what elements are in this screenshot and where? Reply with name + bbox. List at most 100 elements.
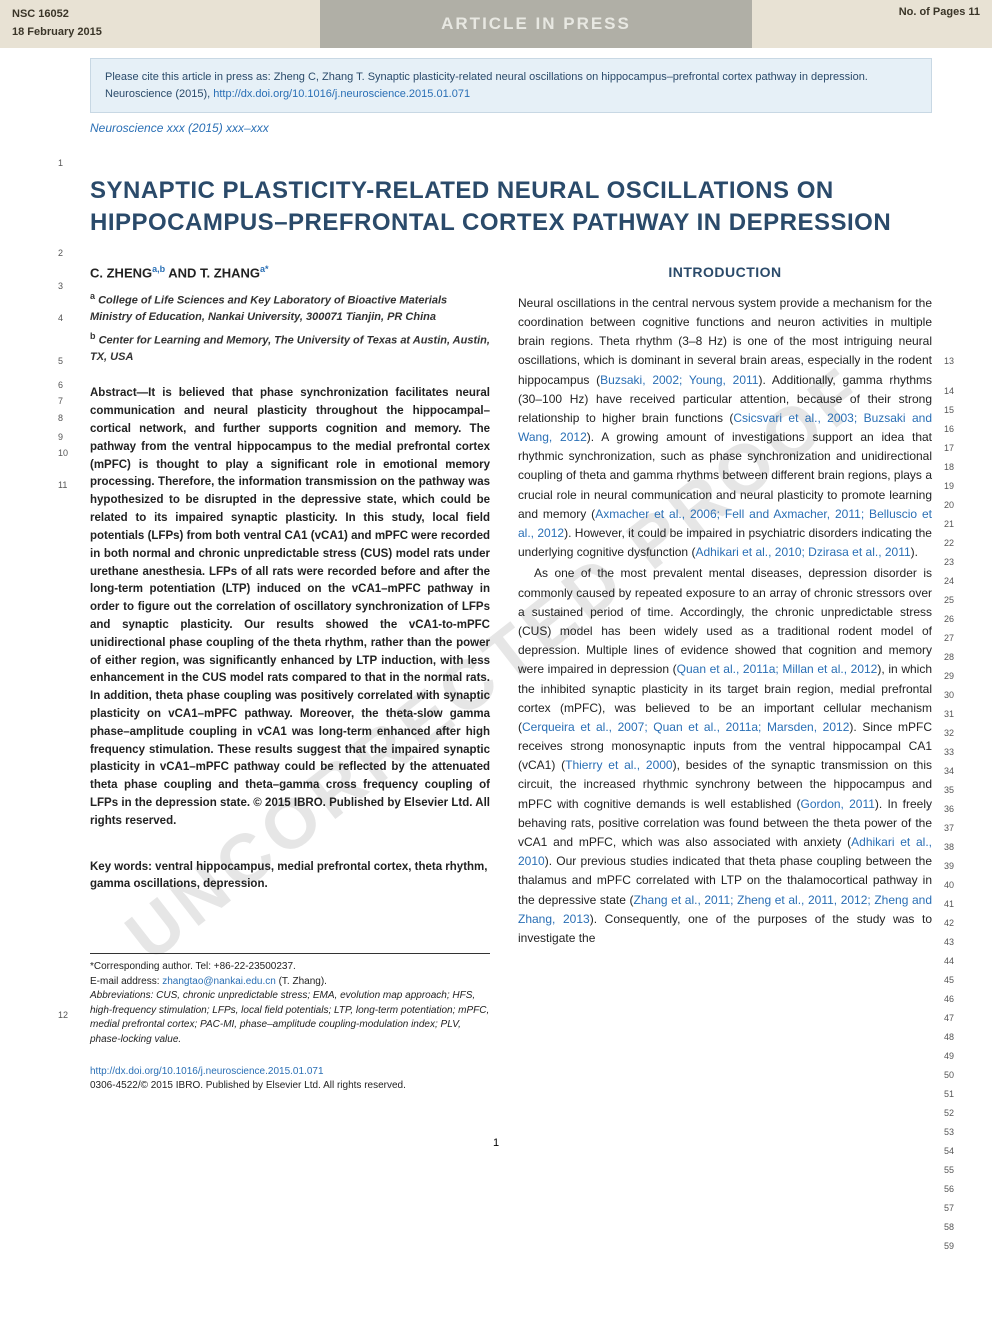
journal-reference: Neuroscience xxx (2015) xxx–xxx xyxy=(90,121,992,135)
article-title: SYNAPTIC PLASTICITY-RELATED NEURAL OSCIL… xyxy=(90,175,932,240)
affiliation-a: a College of Life Sciences and Key Labor… xyxy=(90,290,490,326)
line-number: 49 xyxy=(944,1051,954,1061)
ref-link[interactable]: Adhikari et al., 2010; Dzirasa et al., 2… xyxy=(695,545,910,559)
line-number: 56 xyxy=(944,1184,954,1194)
line-number: 33 xyxy=(944,747,954,757)
line-number: 16 xyxy=(944,424,954,434)
line-number: 20 xyxy=(944,500,954,510)
line-number: 45 xyxy=(944,975,954,985)
issn-line: 0306-4522/© 2015 IBRO. Published by Else… xyxy=(90,1080,406,1091)
line-number: 17 xyxy=(944,443,954,453)
header-bar: NSC 16052 18 February 2015 ARTICLE IN PR… xyxy=(0,0,992,48)
line-number: 27 xyxy=(944,633,954,643)
line-number: 11 xyxy=(58,480,67,490)
line-number: 54 xyxy=(944,1146,954,1156)
ref-link[interactable]: Quan et al., 2011a; Millan et al., 2012 xyxy=(677,662,878,676)
line-number: 22 xyxy=(944,538,954,548)
line-number: 40 xyxy=(944,880,954,890)
line-number: 32 xyxy=(944,728,954,738)
content-area: UNCORRECTED PROOF SYNAPTIC PLASTICITY-RE… xyxy=(0,135,992,1113)
line-number: 35 xyxy=(944,785,954,795)
line-number: 8 xyxy=(58,413,63,423)
line-number: 52 xyxy=(944,1108,954,1118)
author-and: AND T. ZHANG xyxy=(165,265,260,280)
header-right: No. of Pages 11 xyxy=(752,0,992,48)
line-number: 24 xyxy=(944,576,954,586)
author-line: C. ZHENGa,b AND T. ZHANGa* xyxy=(90,264,490,280)
line-number: 58 xyxy=(944,1222,954,1232)
ref-link[interactable]: Buzsaki, 2002; Young, 2011 xyxy=(600,373,758,387)
line-number: 5 xyxy=(58,356,63,366)
email-line: E-mail address: zhangtao@nankai.edu.cn (… xyxy=(90,975,490,990)
intro-paragraph-2: As one of the most prevalent mental dise… xyxy=(518,564,932,948)
line-number: 38 xyxy=(944,842,954,852)
left-column: C. ZHENGa,b AND T. ZHANGa* a College of … xyxy=(90,264,490,1093)
nsc-id: NSC 16052 xyxy=(12,6,308,24)
line-number: 29 xyxy=(944,671,954,681)
line-number: 46 xyxy=(944,994,954,1004)
footnotes: *Corresponding author. Tel: +86-22-23500… xyxy=(90,953,490,1047)
line-number: 50 xyxy=(944,1070,954,1080)
line-number: 30 xyxy=(944,690,954,700)
line-number: 4 xyxy=(58,313,63,323)
citation-box: Please cite this article in press as: Zh… xyxy=(90,58,932,113)
line-number: 55 xyxy=(944,1165,954,1175)
line-number: 6 xyxy=(58,380,63,390)
affiliation-b: b Center for Learning and Memory, The Un… xyxy=(90,330,490,366)
line-number: 34 xyxy=(944,766,954,776)
line-number: 51 xyxy=(944,1089,954,1099)
line-number: 25 xyxy=(944,595,954,605)
citation-doi-link[interactable]: http://dx.doi.org/10.1016/j.neuroscience… xyxy=(213,88,470,100)
page-number: 1 xyxy=(0,1137,992,1169)
ref-link[interactable]: Thierry et al., 2000 xyxy=(565,758,672,772)
line-number: 15 xyxy=(944,405,954,415)
line-number: 14 xyxy=(944,386,954,396)
line-number: 2 xyxy=(58,248,63,258)
line-number: 42 xyxy=(944,918,954,928)
line-number: 57 xyxy=(944,1203,954,1213)
right-column: INTRODUCTION Neural oscillations in the … xyxy=(518,264,932,1093)
author-2-sup: a* xyxy=(260,264,269,274)
line-number: 53 xyxy=(944,1127,954,1137)
line-number: 1 xyxy=(58,158,63,168)
line-number: 31 xyxy=(944,709,954,719)
doi-link[interactable]: http://dx.doi.org/10.1016/j.neuroscience… xyxy=(90,1066,324,1077)
corresponding-author: *Corresponding author. Tel: +86-22-23500… xyxy=(90,960,490,975)
line-number: 59 xyxy=(944,1241,954,1251)
line-number: 44 xyxy=(944,956,954,966)
abstract: Abstract—It is believed that phase synch… xyxy=(90,385,490,830)
line-number: 12 xyxy=(58,1010,68,1020)
line-number: 39 xyxy=(944,861,954,871)
line-number: 47 xyxy=(944,1013,954,1023)
line-number: 21 xyxy=(944,519,954,529)
header-date: 18 February 2015 xyxy=(12,24,308,42)
author-1: C. ZHENG xyxy=(90,265,152,280)
line-number: 7 xyxy=(58,396,63,406)
line-number: 48 xyxy=(944,1032,954,1042)
line-number: 26 xyxy=(944,614,954,624)
line-number: 37 xyxy=(944,823,954,833)
line-number: 28 xyxy=(944,652,954,662)
line-number: 36 xyxy=(944,804,954,814)
keywords: Key words: ventral hippocampus, medial p… xyxy=(90,859,490,894)
ref-link[interactable]: Gordon, 2011 xyxy=(801,797,875,811)
line-number: 41 xyxy=(944,899,954,909)
article-in-press-banner: ARTICLE IN PRESS xyxy=(320,0,752,48)
two-column-layout: C. ZHENGa,b AND T. ZHANGa* a College of … xyxy=(90,264,932,1093)
line-number: 19 xyxy=(944,481,954,491)
page-count: No. of Pages 11 xyxy=(764,6,980,18)
header-left: NSC 16052 18 February 2015 xyxy=(0,0,320,48)
author-1-sup: a,b xyxy=(152,264,165,274)
line-number: 23 xyxy=(944,557,954,567)
line-number: 10 xyxy=(58,448,68,458)
abbreviations: Abbreviations: CUS, chronic unpredictabl… xyxy=(90,989,490,1047)
doi-footer: http://dx.doi.org/10.1016/j.neuroscience… xyxy=(90,1065,490,1093)
line-number: 3 xyxy=(58,281,63,291)
line-number: 9 xyxy=(58,432,63,442)
introduction-heading: INTRODUCTION xyxy=(518,264,932,280)
line-number: 13 xyxy=(944,356,954,366)
line-number: 43 xyxy=(944,937,954,947)
line-number: 18 xyxy=(944,462,954,472)
ref-link[interactable]: Cerqueira et al., 2007; Quan et al., 201… xyxy=(522,720,849,734)
email-link[interactable]: zhangtao@nankai.edu.cn xyxy=(162,976,276,987)
